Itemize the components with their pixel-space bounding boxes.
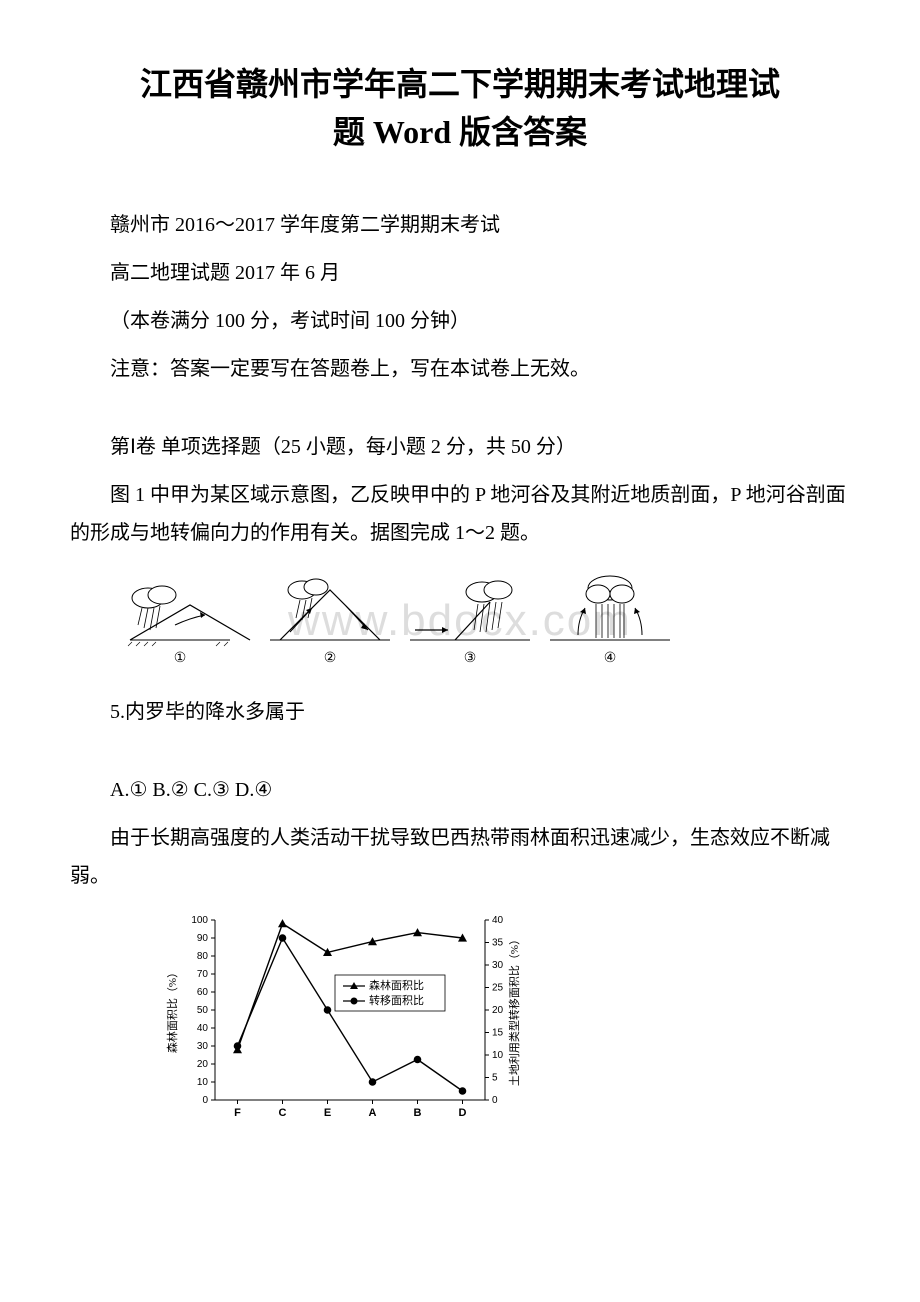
svg-text:土地利用类型转移面积比（%）: 土地利用类型转移面积比（%） [507, 934, 521, 1086]
svg-text:20: 20 [197, 1059, 209, 1070]
svg-text:40: 40 [197, 1023, 209, 1034]
forest-chart: 0 10 20 30 40 50 60 70 80 90 100 0 5 10 15 20 25 30 35 40 F C… [160, 905, 850, 1140]
title-line1: 江西省赣州市学年高二下学期期末考试地理试 [140, 66, 780, 102]
svg-text:D: D [459, 1107, 467, 1119]
svg-text:0: 0 [492, 1095, 498, 1106]
exam-header: 赣州市 2016～2017 学年度第二学期期末考试 [70, 206, 850, 244]
svg-text:100: 100 [191, 915, 208, 926]
svg-text:C: C [279, 1107, 287, 1119]
svg-text:5: 5 [492, 1073, 498, 1084]
svg-text:转移面积比: 转移面积比 [369, 993, 424, 1007]
question-5-options: A.① B.② C.③ D.④ [70, 771, 850, 809]
svg-text:60: 60 [197, 987, 209, 998]
svg-text:40: 40 [492, 915, 504, 926]
svg-text:10: 10 [197, 1077, 209, 1088]
svg-text:森林面积比: 森林面积比 [369, 978, 424, 992]
exam-info: （本卷满分 100 分，考试时间 100 分钟） [70, 302, 850, 340]
svg-text:25: 25 [492, 983, 504, 994]
diagram-label-1: ① [174, 651, 187, 666]
svg-text:B: B [414, 1107, 422, 1119]
svg-text:15: 15 [492, 1028, 504, 1039]
svg-text:0: 0 [202, 1095, 208, 1106]
precipitation-diagram: ① ② [120, 570, 850, 675]
section-header: 第Ⅰ卷 单项选择题（25 小题，每小题 2 分，共 50 分） [70, 428, 850, 466]
svg-text:30: 30 [492, 960, 504, 971]
page-title: 江西省赣州市学年高二下学期期末考试地理试 题 Word 版含答案 [70, 60, 850, 156]
svg-text:A: A [369, 1107, 377, 1119]
question-context-2: 由于长期高强度的人类活动干扰导致巴西热带雨林面积迅速减少，生态效应不断减弱。 [70, 819, 850, 895]
svg-text:70: 70 [197, 969, 209, 980]
exam-notice: 注意：答案一定要写在答题卷上，写在本试卷上无效。 [70, 350, 850, 388]
exam-subject: 高二地理试题 2017 年 6 月 [70, 254, 850, 292]
title-line2: 题 Word 版含答案 [333, 114, 587, 150]
question-context-1: 图 1 中甲为某区域示意图，乙反映甲中的 P 地河谷及其附近地质剖面，P 地河谷… [70, 476, 850, 552]
svg-text:35: 35 [492, 938, 504, 949]
diagram-label-2: ② [324, 651, 337, 666]
svg-text:80: 80 [197, 951, 209, 962]
svg-text:10: 10 [492, 1050, 504, 1061]
svg-text:20: 20 [492, 1005, 504, 1016]
diagram-label-3: ③ [464, 651, 477, 666]
svg-text:森林面积比（%）: 森林面积比（%） [165, 967, 179, 1053]
svg-text:F: F [234, 1107, 241, 1119]
diagram-label-4: ④ [604, 651, 617, 666]
svg-text:30: 30 [197, 1041, 209, 1052]
question-5: 5.内罗毕的降水多属于 [70, 693, 850, 731]
svg-text:90: 90 [197, 933, 209, 944]
svg-text:50: 50 [197, 1005, 209, 1016]
svg-text:E: E [324, 1107, 331, 1119]
